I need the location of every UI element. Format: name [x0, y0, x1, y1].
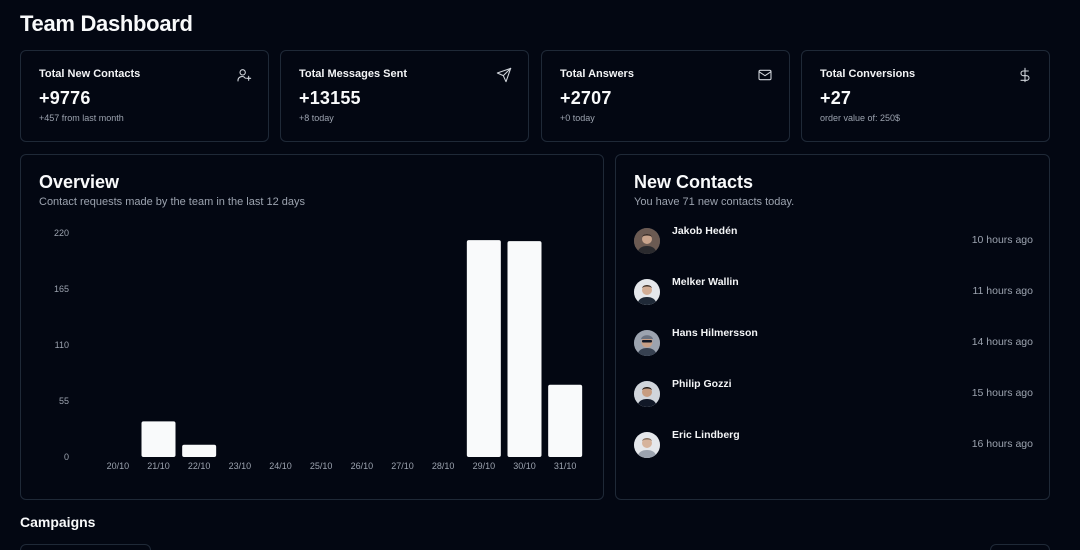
overview-description: Contact requests made by the team in the… [39, 196, 305, 208]
stat-subtext: +457 from last month [39, 113, 124, 123]
x-tick-label: 23/10 [229, 461, 252, 471]
x-tick-label: 20/10 [107, 461, 130, 471]
y-tick-label: 165 [54, 284, 69, 294]
avatar [634, 381, 660, 407]
x-tick-label: 29/10 [473, 461, 496, 471]
x-tick-label: 22/10 [188, 461, 211, 471]
contact-item[interactable]: Eric Lindberg 16 hours ago [634, 429, 1033, 462]
contact-name: Eric Lindberg [672, 429, 740, 441]
page-title: Team Dashboard [20, 11, 193, 36]
stat-label: Total Messages Sent [299, 68, 407, 80]
contacts-title: New Contacts [634, 172, 754, 192]
x-tick-label: 30/10 [513, 461, 536, 471]
contacts-description: You have 71 new contacts today. [634, 196, 795, 208]
contact-name: Jakob Hedén [672, 225, 738, 237]
dollar-icon [1017, 67, 1033, 83]
contact-item[interactable]: Hans Hilmersson 14 hours ago [634, 327, 1033, 360]
overview-card: Overview Contact requests made by the te… [20, 154, 604, 500]
y-tick-label: 110 [55, 340, 69, 350]
x-tick-label: 26/10 [351, 461, 374, 471]
stat-subtext: order value of: 250$ [820, 113, 901, 123]
avatar [634, 432, 660, 458]
x-tick-label: 25/10 [310, 461, 333, 471]
campaigns-card-edge [20, 544, 151, 550]
contact-time: 11 hours ago [972, 285, 1033, 297]
chart-bar[interactable] [141, 421, 176, 457]
stat-value: +13155 [299, 88, 361, 108]
chart-bar[interactable] [548, 384, 583, 457]
chart-bar[interactable] [507, 241, 542, 457]
stat-label: Total Conversions [820, 68, 916, 80]
y-tick-label: 220 [54, 228, 69, 238]
new-contacts-card: New Contacts You have 71 new contacts to… [615, 154, 1050, 500]
stat-subtext: +0 today [560, 113, 595, 123]
stat-card-messages-sent: Total Messages Sent +13155 +8 today [280, 50, 529, 142]
stat-card-new-contacts: Total New Contacts +9776 +457 from last … [20, 50, 269, 142]
contact-time: 14 hours ago [971, 336, 1033, 348]
contact-item[interactable]: Jakob Hedén 10 hours ago [634, 225, 1033, 258]
stat-value: +9776 [39, 88, 91, 108]
stat-value: +27 [820, 88, 852, 108]
overview-title: Overview [39, 172, 120, 192]
stat-card-answers: Total Answers +2707 +0 today [541, 50, 790, 142]
y-tick-label: 0 [64, 452, 69, 462]
avatar [634, 279, 660, 305]
contact-name: Melker Wallin [672, 276, 739, 288]
stat-value: +2707 [560, 88, 612, 108]
stat-card-conversions: Total Conversions +27 order value of: 25… [801, 50, 1050, 142]
x-tick-label: 28/10 [432, 461, 455, 471]
x-tick-label: 31/10 [554, 461, 577, 471]
y-tick-label: 55 [59, 396, 69, 406]
overview-bar-chart: 0 55 110 165 220 20/10 21/10 22/10 23/10 24/10 25/… [54, 228, 583, 471]
x-tick-label: 21/10 [147, 461, 170, 471]
chart-bar[interactable] [466, 240, 501, 457]
contact-item[interactable]: Philip Gozzi 15 hours ago [634, 378, 1033, 411]
avatar [634, 330, 660, 356]
x-tick-label: 27/10 [391, 461, 414, 471]
stat-label: Total Answers [560, 68, 634, 80]
user-plus-icon [236, 67, 252, 83]
contact-name: Hans Hilmersson [672, 327, 758, 339]
x-tick-label: 24/10 [269, 461, 292, 471]
chart-bar[interactable] [182, 444, 217, 457]
campaigns-title: Campaigns [20, 514, 96, 530]
stat-subtext: +8 today [299, 113, 334, 123]
contact-time: 10 hours ago [971, 234, 1033, 246]
mail-icon [757, 67, 773, 83]
campaigns-control-edge [990, 544, 1050, 550]
send-icon [496, 67, 512, 83]
avatar [634, 228, 660, 254]
contact-time: 15 hours ago [971, 387, 1033, 399]
contact-item[interactable]: Melker Wallin 11 hours ago [634, 276, 1033, 309]
contact-time: 16 hours ago [971, 438, 1033, 450]
contact-name: Philip Gozzi [672, 378, 732, 390]
stat-label: Total New Contacts [39, 68, 141, 80]
